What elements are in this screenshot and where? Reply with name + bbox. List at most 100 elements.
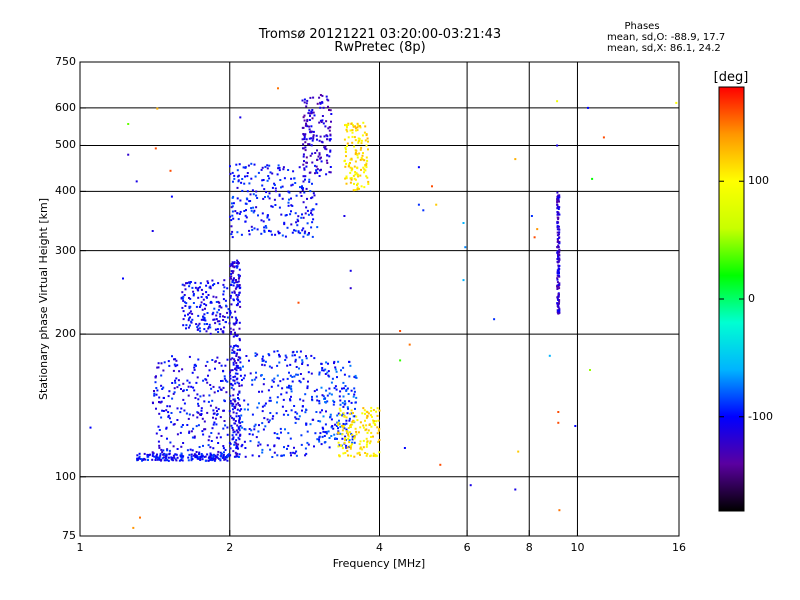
data-point bbox=[191, 318, 194, 321]
data-point bbox=[307, 213, 310, 216]
data-point bbox=[227, 308, 230, 311]
data-point bbox=[230, 233, 233, 236]
data-point bbox=[324, 423, 327, 426]
data-point bbox=[558, 311, 561, 314]
data-point bbox=[236, 284, 239, 287]
data-point bbox=[289, 399, 292, 402]
data-point bbox=[191, 371, 194, 374]
data-point bbox=[160, 362, 163, 365]
data-point bbox=[303, 136, 306, 139]
data-point bbox=[233, 422, 236, 425]
data-point bbox=[210, 440, 213, 442]
data-point bbox=[192, 414, 195, 417]
data-point bbox=[277, 164, 280, 167]
data-point bbox=[335, 370, 338, 373]
data-point bbox=[293, 354, 296, 357]
data-point bbox=[153, 390, 155, 392]
data-point bbox=[253, 209, 256, 212]
data-point bbox=[276, 173, 279, 176]
data-point bbox=[202, 394, 205, 397]
data-point bbox=[222, 330, 225, 333]
data-point bbox=[231, 438, 234, 441]
data-point bbox=[365, 445, 368, 448]
data-point bbox=[208, 369, 211, 372]
data-point bbox=[262, 355, 264, 358]
data-point bbox=[235, 442, 238, 445]
data-point bbox=[168, 453, 171, 456]
data-point bbox=[201, 293, 204, 296]
data-point bbox=[237, 302, 239, 305]
data-point bbox=[310, 372, 313, 375]
data-point bbox=[216, 453, 219, 456]
data-point bbox=[197, 402, 199, 405]
data-point bbox=[160, 384, 163, 387]
data-point bbox=[309, 171, 312, 174]
data-point bbox=[326, 162, 329, 164]
data-point bbox=[312, 134, 315, 137]
data-point bbox=[163, 459, 166, 462]
data-point bbox=[249, 193, 252, 196]
data-point bbox=[233, 345, 236, 347]
data-point bbox=[341, 401, 344, 404]
data-point bbox=[239, 361, 242, 364]
data-point bbox=[344, 151, 347, 153]
data-point bbox=[205, 378, 208, 381]
data-point bbox=[322, 415, 325, 418]
data-point bbox=[230, 303, 233, 306]
data-point bbox=[238, 419, 241, 422]
data-point bbox=[158, 396, 161, 399]
data-point bbox=[156, 389, 159, 392]
data-point bbox=[337, 360, 340, 363]
data-point bbox=[193, 436, 196, 439]
data-point bbox=[367, 412, 370, 415]
data-point bbox=[300, 216, 303, 219]
data-point bbox=[280, 393, 283, 396]
data-point bbox=[268, 399, 271, 402]
data-point bbox=[243, 210, 246, 212]
data-point bbox=[310, 226, 313, 229]
data-point bbox=[354, 374, 357, 377]
data-point bbox=[346, 126, 348, 129]
data-point bbox=[182, 398, 185, 401]
data-point bbox=[237, 174, 240, 177]
data-point bbox=[269, 412, 272, 414]
data-point bbox=[319, 411, 322, 414]
data-point bbox=[206, 323, 208, 325]
data-point bbox=[212, 284, 214, 287]
data-point bbox=[261, 422, 264, 425]
data-point bbox=[369, 454, 372, 457]
data-point bbox=[182, 324, 185, 327]
data-point bbox=[245, 197, 248, 200]
data-point bbox=[319, 94, 322, 96]
data-point bbox=[313, 390, 316, 393]
data-point bbox=[345, 162, 348, 165]
data-point bbox=[212, 453, 215, 456]
data-point bbox=[206, 411, 209, 414]
data-point bbox=[230, 225, 233, 228]
data-point bbox=[151, 230, 154, 232]
data-point bbox=[188, 317, 190, 320]
data-point bbox=[305, 161, 308, 164]
data-point bbox=[171, 397, 174, 400]
data-point bbox=[226, 311, 229, 314]
data-point bbox=[347, 438, 350, 440]
data-point bbox=[363, 168, 366, 171]
data-point bbox=[167, 459, 170, 462]
data-point bbox=[235, 453, 238, 456]
data-point bbox=[362, 424, 365, 427]
data-point bbox=[234, 441, 237, 444]
data-point bbox=[278, 355, 281, 358]
data-point bbox=[376, 432, 379, 435]
data-point bbox=[216, 456, 219, 459]
data-point bbox=[182, 382, 185, 385]
data-point bbox=[186, 449, 189, 452]
data-point bbox=[342, 405, 345, 408]
data-point bbox=[318, 175, 321, 177]
data-point bbox=[190, 320, 193, 323]
data-point bbox=[233, 290, 236, 293]
data-point bbox=[233, 379, 236, 382]
data-point bbox=[195, 305, 198, 308]
data-point bbox=[190, 453, 193, 456]
data-point bbox=[271, 205, 274, 208]
data-point bbox=[351, 141, 354, 144]
